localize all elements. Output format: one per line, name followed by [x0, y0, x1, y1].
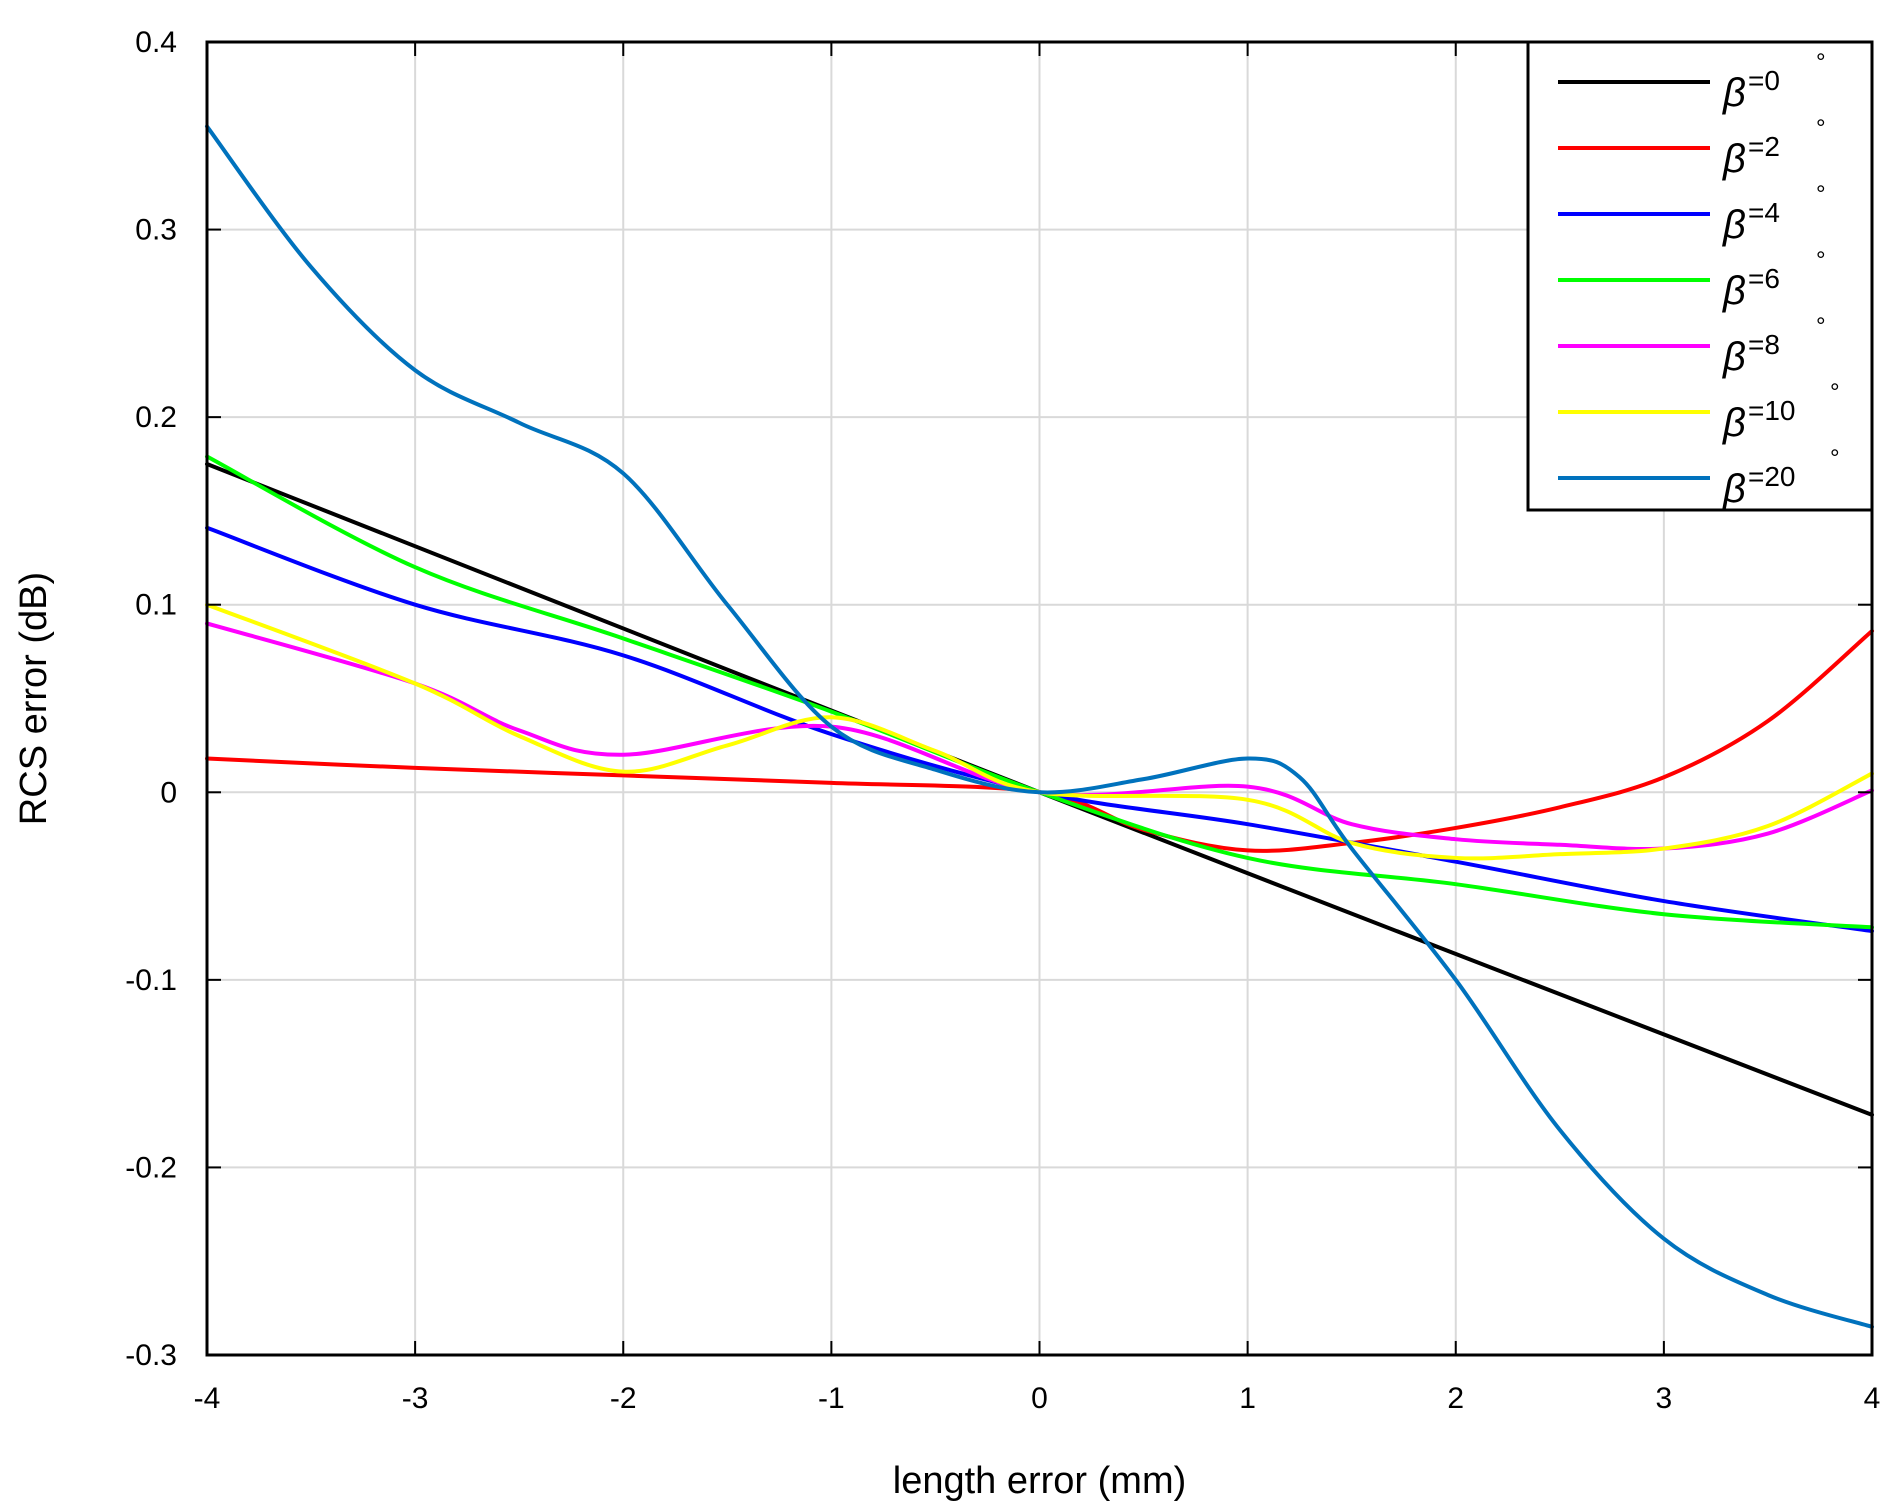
legend-symbol: β	[1722, 335, 1746, 379]
legend-symbol: β	[1722, 137, 1746, 181]
y-tick-label: 0.2	[135, 401, 177, 434]
y-tick-label: -0.3	[125, 1339, 177, 1372]
y-tick-label: -0.2	[125, 1151, 177, 1184]
x-axis-ticks: -4 -3 -2 -1 0 1 2 3 4	[194, 42, 1881, 1415]
series-lines	[205, 124, 1874, 1329]
legend-label: =8	[1748, 329, 1780, 360]
legend-box	[1526, 40, 1874, 512]
legend-degree: °	[1816, 313, 1826, 340]
x-tick-label: -2	[610, 1382, 637, 1415]
legend-symbol: β	[1722, 269, 1746, 313]
x-axis-title: length error (mm)	[893, 1460, 1187, 1502]
x-tick-label: 4	[1864, 1382, 1881, 1415]
legend-symbol: β	[1722, 203, 1746, 247]
y-tick-label: 0.4	[135, 26, 177, 59]
legend-label: =10	[1748, 395, 1796, 426]
legend-degree: °	[1830, 445, 1840, 472]
legend-degree: °	[1830, 379, 1840, 406]
series-line-6	[205, 124, 1874, 1329]
y-axis-ticks: -0.3 -0.2 -0.1 0 0.1 0.2 0.3 0.4	[125, 26, 1872, 1372]
legend-degree: °	[1816, 181, 1826, 208]
legend-label: =4	[1748, 197, 1780, 228]
legend-label: =2	[1748, 131, 1780, 162]
y-tick-label: 0.3	[135, 214, 177, 247]
legend-label: =0	[1748, 65, 1780, 96]
x-tick-label: 0	[1031, 1382, 1048, 1415]
x-tick-label: -1	[818, 1382, 845, 1415]
legend-degree: °	[1816, 115, 1826, 142]
legend-label: =6	[1748, 263, 1780, 294]
x-tick-label: 3	[1656, 1382, 1673, 1415]
legend-symbol: β	[1722, 71, 1746, 115]
y-tick-label: 0.1	[135, 589, 177, 622]
x-tick-label: 1	[1239, 1382, 1256, 1415]
x-tick-label: -4	[194, 1382, 221, 1415]
legend-symbol: β	[1722, 467, 1746, 511]
x-tick-label: 2	[1447, 1382, 1464, 1415]
y-axis-title: RCS error (dB)	[13, 572, 55, 825]
y-tick-label: -0.1	[125, 964, 177, 997]
x-tick-label: -3	[402, 1382, 429, 1415]
legend-symbol: β	[1722, 401, 1746, 445]
y-tick-label: 0	[160, 776, 177, 809]
legend-label: =20	[1748, 461, 1796, 492]
legend-degree: °	[1816, 247, 1826, 274]
legend: β =0°β =2°β =4°β =6°β =8°β =10°β =20°	[1526, 40, 1874, 512]
legend-degree: °	[1816, 49, 1826, 76]
